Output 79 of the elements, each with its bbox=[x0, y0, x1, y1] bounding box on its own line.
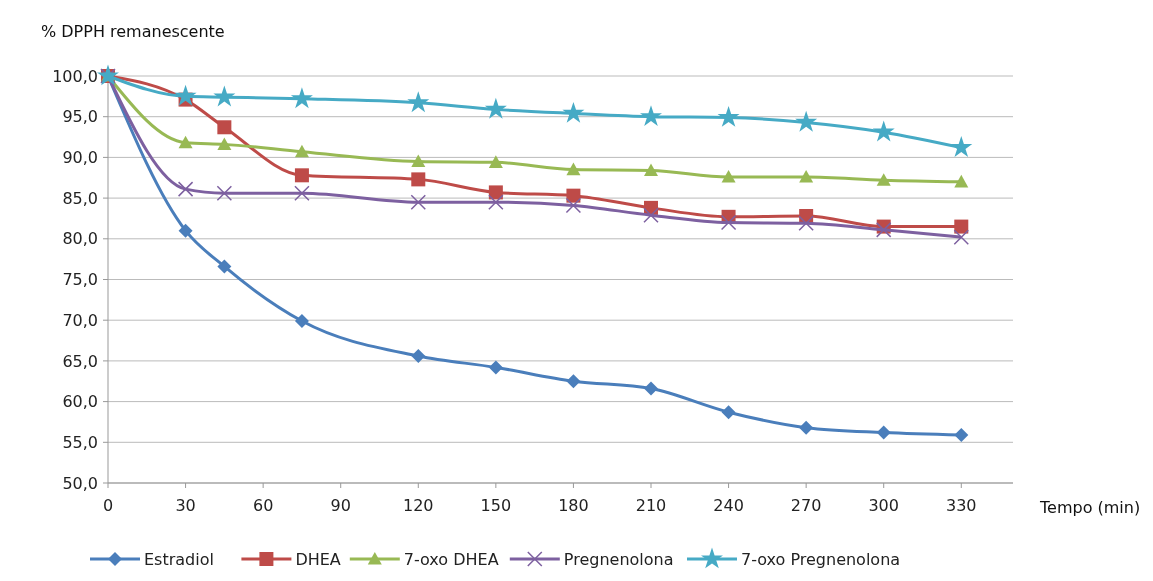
x-tick-label: 330 bbox=[946, 496, 977, 515]
point bbox=[411, 349, 426, 364]
y-tick-label: 70,0 bbox=[62, 310, 98, 330]
point bbox=[721, 405, 736, 420]
x-tick-label: 60 bbox=[252, 496, 274, 515]
y-tick-label: 65,0 bbox=[62, 351, 98, 371]
x-tick-label: 300 bbox=[868, 496, 899, 515]
point bbox=[294, 168, 309, 183]
y-tick-label: 50,0 bbox=[62, 473, 98, 493]
point bbox=[720, 214, 737, 231]
point bbox=[411, 154, 426, 168]
point bbox=[717, 105, 740, 127]
point bbox=[644, 381, 658, 396]
legend-label: Pregnenolona bbox=[563, 549, 674, 569]
point bbox=[410, 194, 427, 210]
x-tick-label: 30 bbox=[175, 496, 196, 515]
point bbox=[644, 163, 658, 177]
point bbox=[177, 181, 194, 197]
point bbox=[290, 87, 313, 109]
point bbox=[799, 420, 814, 435]
y-tick-label: 90,0 bbox=[62, 148, 98, 167]
point bbox=[954, 427, 969, 442]
y-tick-label: 100,0 bbox=[52, 66, 98, 86]
point bbox=[562, 101, 585, 123]
point bbox=[178, 135, 193, 149]
x-tick-label: 270 bbox=[790, 496, 822, 515]
point bbox=[954, 219, 969, 234]
point bbox=[484, 97, 507, 119]
point bbox=[640, 105, 662, 127]
point bbox=[721, 169, 736, 183]
y-tick-label: 60,0 bbox=[62, 392, 98, 412]
point bbox=[643, 207, 659, 223]
point bbox=[566, 162, 581, 176]
point bbox=[294, 185, 310, 201]
y-axis-title: % DPPH remanescente bbox=[41, 22, 225, 41]
legend-label: 7-oxo DHEA bbox=[403, 549, 499, 569]
x-tick-label: 0 bbox=[102, 496, 114, 515]
point bbox=[954, 174, 969, 188]
y-tick-label: 55,0 bbox=[62, 432, 98, 452]
point bbox=[216, 185, 233, 201]
point bbox=[565, 197, 582, 214]
point bbox=[566, 374, 581, 389]
point bbox=[876, 173, 891, 186]
point bbox=[213, 85, 236, 107]
point bbox=[217, 259, 232, 274]
x-tick-label: 150 bbox=[480, 496, 512, 515]
point bbox=[174, 84, 197, 106]
point bbox=[294, 314, 309, 329]
point bbox=[795, 110, 818, 132]
point bbox=[178, 223, 193, 238]
point bbox=[217, 120, 232, 135]
point bbox=[950, 136, 973, 157]
point bbox=[488, 185, 503, 200]
y-tick-label: 75,0 bbox=[62, 270, 98, 290]
point bbox=[872, 120, 895, 142]
legend-label: Estradiol bbox=[144, 549, 214, 569]
point bbox=[488, 155, 503, 168]
x-tick-label: 180 bbox=[558, 496, 589, 515]
point bbox=[953, 229, 970, 245]
x-tick-label: 210 bbox=[635, 496, 667, 515]
point bbox=[488, 360, 503, 375]
point bbox=[217, 137, 232, 150]
point bbox=[294, 144, 309, 158]
y-tick-label: 85,0 bbox=[62, 188, 98, 208]
y-tick-label: 80,0 bbox=[62, 229, 98, 249]
x-tick-label: 90 bbox=[330, 496, 351, 515]
point bbox=[876, 425, 891, 440]
x-tick-label: 120 bbox=[403, 496, 434, 515]
point bbox=[875, 222, 892, 238]
legend-label: DHEA bbox=[295, 549, 341, 569]
point bbox=[798, 215, 814, 232]
point bbox=[407, 91, 430, 113]
point bbox=[411, 172, 426, 187]
y-tick-label: 95,0 bbox=[62, 107, 98, 127]
x-tick-label: 240 bbox=[713, 496, 744, 515]
point bbox=[488, 194, 504, 210]
x-axis-title: Tempo (min) bbox=[1039, 498, 1141, 517]
legend-label: 7-oxo Pregnenolona bbox=[741, 549, 901, 569]
point bbox=[799, 169, 814, 183]
